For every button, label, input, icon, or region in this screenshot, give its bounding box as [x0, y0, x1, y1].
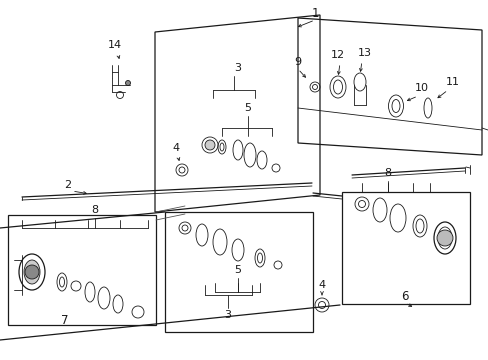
Text: 13: 13 [357, 48, 371, 58]
Text: 6: 6 [401, 289, 408, 302]
Text: 9: 9 [294, 57, 301, 67]
Bar [341, 192, 469, 304]
Circle shape [125, 81, 130, 86]
Circle shape [25, 265, 39, 279]
Text: 8: 8 [384, 168, 391, 178]
Text: 2: 2 [64, 180, 71, 190]
Text: 11: 11 [445, 77, 459, 87]
Text: 3: 3 [234, 63, 241, 73]
Text: 10: 10 [414, 83, 428, 93]
Text: 12: 12 [330, 50, 345, 60]
Text: 8: 8 [91, 205, 99, 215]
Ellipse shape [24, 260, 40, 284]
Circle shape [204, 140, 215, 150]
Text: 5: 5 [244, 103, 251, 113]
Text: 14: 14 [108, 40, 122, 50]
Bar [8, 215, 156, 325]
Text: 3: 3 [224, 310, 231, 320]
Circle shape [436, 230, 452, 246]
Text: 1: 1 [311, 6, 318, 19]
Bar [164, 212, 312, 332]
Text: 7: 7 [61, 314, 69, 327]
Text: 5: 5 [234, 265, 241, 275]
Text: 4: 4 [172, 143, 179, 153]
Text: 4: 4 [318, 280, 325, 290]
